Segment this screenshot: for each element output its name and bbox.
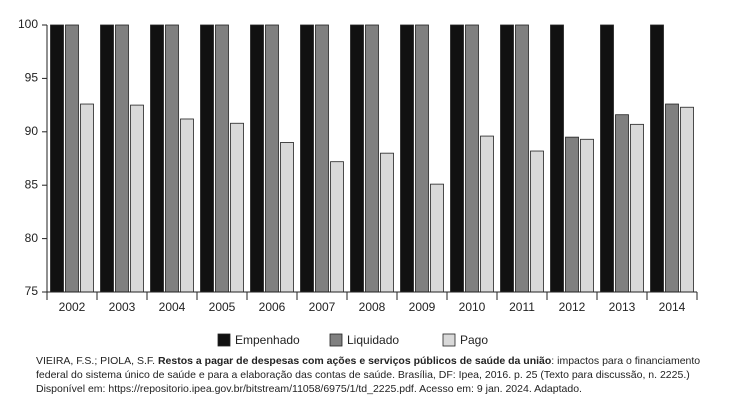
bar xyxy=(130,104,144,293)
bar xyxy=(465,24,479,293)
y-tick-label: 90 xyxy=(25,124,39,138)
x-tick-label: 2006 xyxy=(259,300,286,314)
y-tick-label: 100 xyxy=(18,17,38,31)
caption: VIEIRA, F.S.; PIOLA, S.F. Restos a pagar… xyxy=(36,354,726,396)
bar xyxy=(180,118,194,293)
x-tick-label: 2014 xyxy=(659,300,686,314)
bar xyxy=(315,24,329,293)
bar xyxy=(50,24,64,293)
bar xyxy=(615,114,629,293)
bar xyxy=(600,24,614,293)
x-tick-label: 2004 xyxy=(159,300,186,314)
x-tick-label: 2005 xyxy=(209,300,236,314)
bar xyxy=(380,152,394,293)
x-tick-label: 2011 xyxy=(509,300,535,314)
bar xyxy=(330,161,344,293)
legend-swatch xyxy=(442,333,456,347)
legend-swatch xyxy=(217,333,231,347)
chart: 75 80 85 90 95 100 2002 2003 2004 2005 2006 2007 200… xyxy=(18,17,698,347)
legend-swatch xyxy=(329,333,343,347)
bar xyxy=(515,24,529,293)
bar xyxy=(365,24,379,293)
bar xyxy=(165,24,179,293)
bar xyxy=(665,103,679,293)
x-tick-label: 2003 xyxy=(109,300,136,314)
bar xyxy=(100,24,114,293)
y-tick-label: 85 xyxy=(25,177,39,191)
x-tick-label: 2002 xyxy=(59,300,86,314)
legend-label: Liquidado xyxy=(347,333,399,347)
bar xyxy=(200,24,214,293)
caption-title: Restos a pagar de despesas com ações e s… xyxy=(157,355,552,367)
x-tick-label: 2007 xyxy=(309,300,336,314)
bar xyxy=(630,123,644,293)
x-tick-label: 2009 xyxy=(409,300,436,314)
bar xyxy=(350,24,364,293)
bar xyxy=(415,24,429,293)
bar xyxy=(80,103,94,293)
bar xyxy=(580,138,594,293)
bar xyxy=(215,24,229,293)
y-tick-label: 75 xyxy=(25,284,39,298)
bar xyxy=(280,142,294,293)
bar xyxy=(250,24,264,293)
bar xyxy=(530,150,544,293)
bar xyxy=(115,24,129,293)
x-tick-label: 2012 xyxy=(559,300,586,314)
x-tick-label: 2008 xyxy=(359,300,386,314)
bar xyxy=(400,24,414,293)
legend-label: Empenhado xyxy=(235,333,300,347)
caption-rest: : impactos para o financiamento federal … xyxy=(36,355,701,395)
x-tick-label: 2013 xyxy=(609,300,636,314)
caption-authors: VIEIRA, F.S.; PIOLA, S.F. xyxy=(36,355,156,367)
bar xyxy=(500,24,514,293)
y-tick-label: 80 xyxy=(25,231,39,245)
x-tick-label: 2010 xyxy=(459,300,486,314)
y-tick-label: 95 xyxy=(25,71,39,85)
bar xyxy=(265,24,279,293)
bar xyxy=(650,24,664,293)
legend-label: Pago xyxy=(460,333,488,347)
bar xyxy=(300,24,314,293)
bar xyxy=(230,122,244,293)
bar xyxy=(680,106,694,293)
bar xyxy=(430,183,444,293)
bar xyxy=(480,135,494,293)
bar xyxy=(565,136,579,293)
bar xyxy=(150,24,164,293)
bar xyxy=(550,24,564,293)
bar xyxy=(450,24,464,293)
bar xyxy=(65,24,79,293)
